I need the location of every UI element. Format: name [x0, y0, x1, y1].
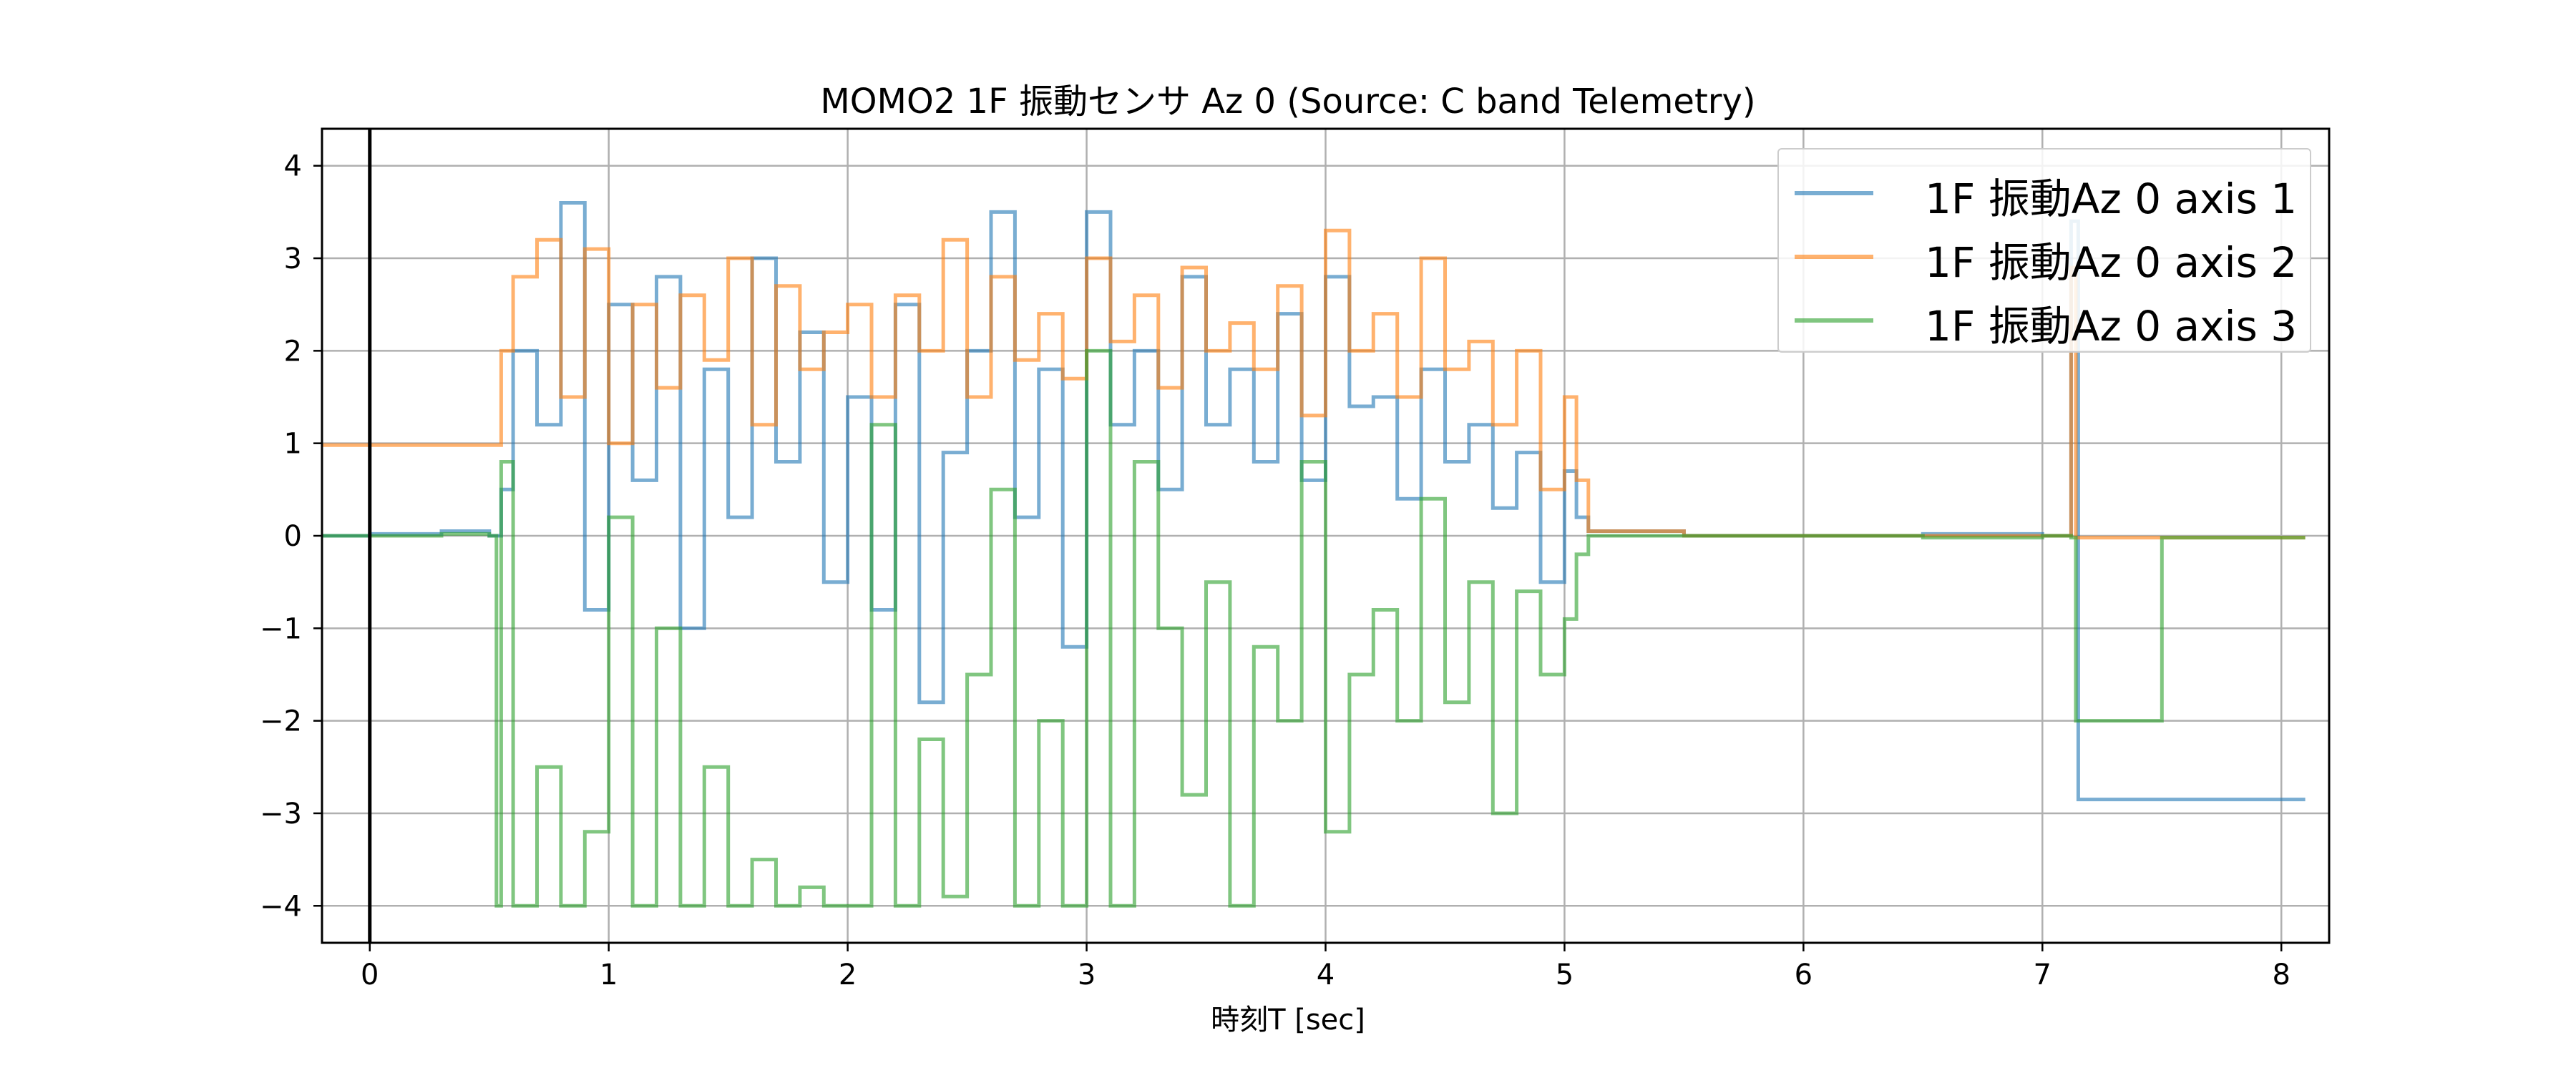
legend: 1F 振動Az 0 axis 1 1F 振動Az 0 axis 2 1F 振動A…	[1777, 148, 2311, 353]
legend-label-axis-3: 1F 振動Az 0 axis 3	[1925, 302, 2298, 351]
y-tick-label: 2	[284, 335, 302, 368]
legend-item-axis-1: 1F 振動Az 0 axis 1	[1795, 164, 2303, 223]
y-tick-label: −1	[260, 612, 302, 645]
y-tick-label: −2	[260, 705, 302, 738]
series-line-axis-3	[322, 348, 2306, 908]
legend-item-axis-3: 1F 振動Az 0 axis 3	[1795, 291, 2303, 351]
x-tick-label: 5	[1556, 959, 1574, 991]
x-tick-label: 2	[839, 959, 857, 991]
x-tick-label: 6	[1795, 959, 1813, 991]
x-tick-label: 8	[2272, 959, 2290, 991]
legend-swatch-axis-3	[1795, 318, 1873, 323]
y-tick-label: −3	[260, 798, 302, 831]
y-tick-label: 3	[284, 242, 302, 275]
legend-label-axis-2: 1F 振動Az 0 axis 2	[1925, 238, 2298, 287]
x-tick-label: 0	[361, 959, 379, 991]
x-tick-label: 1	[600, 959, 618, 991]
y-axis-ticks: −4 −3 −2 −1 0 1 2 3 4	[260, 150, 322, 923]
legend-swatch-axis-1	[1795, 191, 1873, 195]
legend-swatch-axis-2	[1795, 255, 1873, 259]
y-tick-label: 1	[284, 428, 302, 461]
y-tick-label: 0	[284, 520, 302, 553]
y-tick-label: 4	[284, 150, 302, 183]
series-line-axis-2	[322, 228, 2306, 540]
chart-title: MOMO2 1F 振動センサ Az 0 (Source: C band Tele…	[820, 82, 1756, 122]
x-tick-label: 7	[2034, 959, 2051, 991]
series-lines	[322, 201, 2306, 908]
x-axis-label: 時刻T [sec]	[1211, 1004, 1365, 1037]
x-tick-label: 3	[1078, 959, 1096, 991]
legend-label-axis-1: 1F 振動Az 0 axis 1	[1925, 175, 2298, 223]
legend-item-axis-2: 1F 振動Az 0 axis 2	[1795, 227, 2303, 287]
x-tick-label: 4	[1317, 959, 1335, 991]
y-tick-label: −4	[260, 890, 302, 923]
x-axis-ticks: 0 1 2 3 4 5 6 7 8	[361, 943, 2290, 991]
